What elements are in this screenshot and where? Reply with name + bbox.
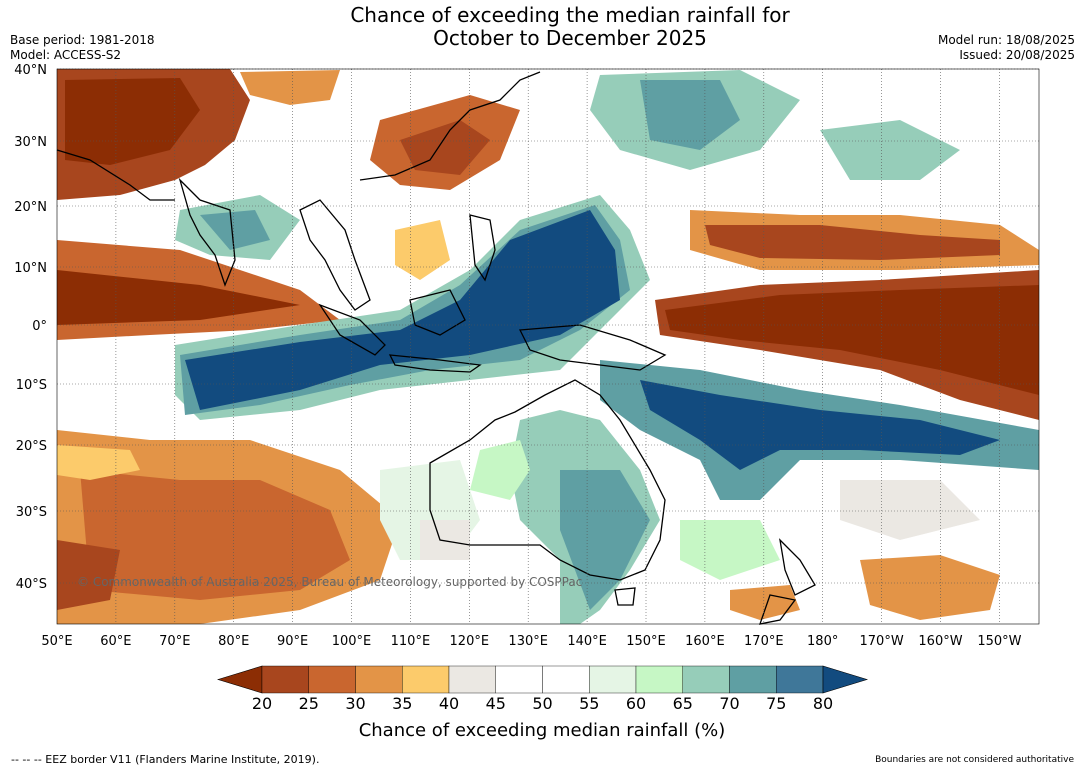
lon-tick-label: 70°E <box>159 634 190 649</box>
coastlines <box>56 71 816 625</box>
boundaries-note: Boundaries are not considered authoritat… <box>875 755 1074 765</box>
colorbar-segment <box>776 665 824 694</box>
colorbar-title: Chance of exceeding median rainfall (%) <box>359 720 726 741</box>
meta-left: Base period: 1981-2018 Model: ACCESS-S2 <box>10 33 155 63</box>
meta-right: Model run: 18/08/2025 Issued: 20/08/2025 <box>938 33 1075 63</box>
lon-tick-label: 160°W <box>918 634 962 649</box>
colorbar-tick-label: 35 <box>392 694 412 713</box>
colorbar-segment <box>729 665 777 694</box>
colorbar-tick-label: 60 <box>626 694 646 713</box>
lon-tick-label: 120°E <box>450 634 490 649</box>
colorbar-segment <box>448 665 496 694</box>
new-zealand-north <box>779 538 816 596</box>
colorbar-extend-low <box>216 665 263 694</box>
colorbar-tick-label: 80 <box>813 694 833 713</box>
lon-tick-label: 130°E <box>508 634 548 649</box>
colorbar-segment <box>635 665 683 694</box>
sumatra-coast <box>318 303 386 356</box>
lat-tick-label: 40°N <box>14 63 47 78</box>
colorbar-segment <box>308 665 356 694</box>
eez-note: -- -- -- EEZ border V11 (Flanders Marine… <box>11 753 320 766</box>
lon-tick-label: 110°E <box>391 634 431 649</box>
india-coast <box>178 177 236 287</box>
australia-coast <box>429 379 666 581</box>
new-zealand-south <box>759 594 797 625</box>
colorbar-segment <box>402 665 450 694</box>
lat-tick-label: 20°N <box>14 200 47 215</box>
longitude-labels: 50°E 60°E 70°E 80°E 90°E 100°E 110°E 120°E 130°E… <box>41 634 1021 649</box>
title-line-1: Chance of exceeding the median rainfall … <box>350 3 790 27</box>
colorbar-segment <box>355 665 403 694</box>
colorbar-extend-high <box>822 665 869 694</box>
base-period: Base period: 1981-2018 <box>10 33 155 47</box>
latitude-labels: 40°N 30°N 20°N 10°N 0° 10°S 20°S 30°S 40°S <box>14 63 47 592</box>
colorbar: 20 25 30 35 40 45 50 55 60 65 70 75 80 <box>216 665 869 713</box>
title-line-2: October to December 2025 <box>433 26 707 50</box>
tasmania-coast <box>614 587 636 606</box>
philippines-coast <box>469 214 496 282</box>
china-coast <box>359 71 541 181</box>
lon-tick-label: 160°E <box>685 634 725 649</box>
colorbar-tick-label: 70 <box>719 694 739 713</box>
copyright-notice: © Commonwealth of Australia 2025, Bureau… <box>77 575 582 589</box>
model-name: Model: ACCESS-S2 <box>10 48 122 62</box>
lat-tick-label: 0° <box>32 319 47 334</box>
java-coast <box>388 354 482 373</box>
colorbar-tick-label: 55 <box>579 694 599 713</box>
colorbar-tick-label: 25 <box>299 694 319 713</box>
colorbar-tick-label: 45 <box>486 694 506 713</box>
lon-tick-label: 90°E <box>277 634 308 649</box>
lat-tick-label: 10°N <box>14 261 47 276</box>
issued-date: Issued: 20/08/2025 <box>959 48 1075 62</box>
map-panel <box>56 68 1040 625</box>
borneo-coast <box>409 289 466 336</box>
colorbar-tick-label: 20 <box>252 694 272 713</box>
lat-tick-label: 30°N <box>14 135 47 150</box>
lon-tick-label: 150°W <box>977 634 1021 649</box>
lat-tick-label: 10°S <box>16 378 47 393</box>
graticule <box>57 68 1039 624</box>
colorbar-tick-label: 65 <box>673 694 693 713</box>
colorbar-segment <box>495 665 543 694</box>
lon-tick-label: 150°E <box>626 634 666 649</box>
colorbar-segment <box>589 665 637 694</box>
lat-tick-label: 40°S <box>16 577 47 592</box>
colorbar-segment <box>542 665 590 694</box>
colorbar-tick-label: 30 <box>345 694 365 713</box>
arabia-coast <box>56 149 175 201</box>
colorbar-tick-label: 40 <box>439 694 459 713</box>
lat-tick-label: 20°S <box>16 439 47 454</box>
lon-tick-label: 170°E <box>744 634 784 649</box>
colorbar-tick-label: 50 <box>532 694 552 713</box>
lat-tick-label: 30°S <box>16 505 47 520</box>
lon-tick-label: 80°E <box>218 634 249 649</box>
lon-tick-label: 140°E <box>567 634 607 649</box>
map-title: Chance of exceeding the median rainfall … <box>0 4 1085 50</box>
new-guinea-coast <box>518 324 667 371</box>
lon-tick-label: 50°E <box>41 634 72 649</box>
indochina-coast <box>299 199 371 311</box>
lon-tick-label: 100°E <box>332 634 372 649</box>
colorbar-tick-label: 75 <box>766 694 786 713</box>
probability-field <box>57 69 1039 624</box>
lon-tick-label: 170°W <box>860 634 904 649</box>
model-run: Model run: 18/08/2025 <box>937 33 1075 47</box>
colorbar-segment <box>682 665 730 694</box>
colorbar-segment <box>261 665 309 694</box>
lon-tick-label: 60°E <box>100 634 131 649</box>
lon-tick-label: 180° <box>807 634 838 649</box>
